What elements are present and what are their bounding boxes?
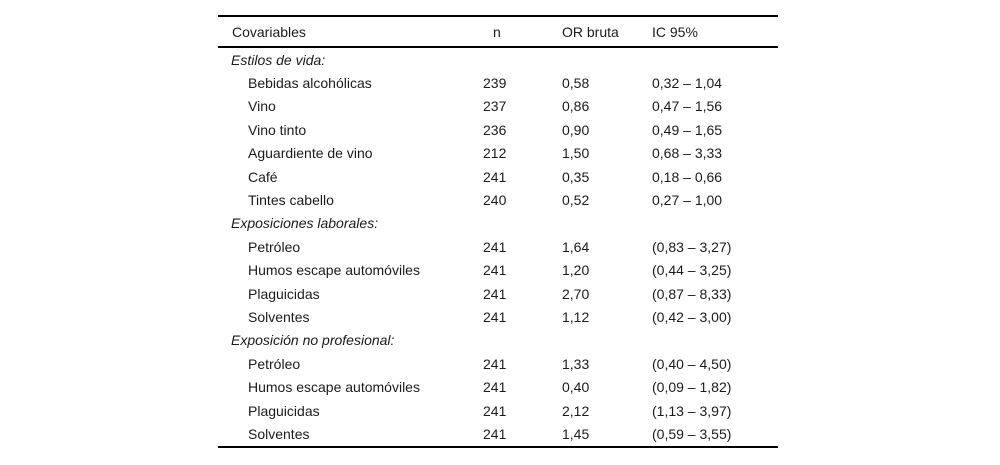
table-row: Plaguicidas 241 2,12 (1,13 – 3,97) — [218, 399, 778, 422]
table-row: Café 241 0,35 0,18 – 0,66 — [218, 165, 778, 188]
table-row: Solventes 241 1,45 (0,59 – 3,55) — [218, 422, 778, 445]
section-row: Estilos de vida: — [218, 48, 778, 71]
table-row: Aguardiente de vino 212 1,50 0,68 – 3,33 — [218, 142, 778, 165]
section-label: Exposiciones laborales: — [231, 215, 379, 232]
or-bruta-cell: 0,58 — [562, 75, 590, 92]
ic-95-cell: 0,18 – 0,66 — [652, 168, 723, 185]
ic-95-cell: (0,59 – 3,55) — [652, 425, 732, 442]
column-header-covariables: Covariables — [232, 23, 306, 40]
n-cell: 241 — [483, 355, 507, 372]
or-bruta-cell: 1,64 — [562, 238, 590, 255]
covariable-cell: Petróleo — [248, 355, 301, 372]
n-cell: 212 — [483, 145, 507, 162]
ic-95-cell: 0,68 – 3,33 — [652, 145, 723, 162]
n-cell: 236 — [483, 121, 507, 138]
ic-95-cell: (0,40 – 4,50) — [652, 355, 732, 372]
n-cell: 241 — [483, 262, 507, 279]
section-label: Exposición no profesional: — [231, 332, 395, 349]
covariable-cell: Solventes — [248, 425, 310, 442]
section-row: Exposiciones laborales: — [218, 212, 778, 235]
covariable-cell: Café — [248, 168, 278, 185]
table-row: Petróleo 241 1,33 (0,40 – 4,50) — [218, 352, 778, 375]
covariable-cell: Humos escape automóviles — [248, 262, 420, 279]
ic-95-cell: (1,13 – 3,97) — [652, 402, 732, 419]
ic-95-cell: (0,42 – 3,00) — [652, 308, 732, 325]
ic-95-cell: 0,27 – 1,00 — [652, 192, 723, 209]
column-header-or-bruta: OR bruta — [562, 23, 619, 40]
or-bruta-cell: 0,52 — [562, 192, 590, 209]
table-body: Estilos de vida: Bebidas alcohólicas 239 0,… — [218, 48, 778, 448]
or-bruta-cell: 2,12 — [562, 402, 590, 419]
ic-95-cell: 0,47 – 1,56 — [652, 98, 723, 115]
covariable-cell: Petróleo — [248, 238, 301, 255]
table-row: Vino 237 0,86 0,47 – 1,56 — [218, 95, 778, 118]
or-bruta-cell: 0,35 — [562, 168, 590, 185]
table-row: Humos escape automóviles 241 1,20 (0,44 – 3… — [218, 259, 778, 282]
or-bruta-cell: 1,12 — [562, 308, 590, 325]
column-header-n: n — [493, 23, 501, 40]
ic-95-cell: 0,49 – 1,65 — [652, 121, 723, 138]
n-cell: 241 — [483, 379, 507, 396]
table-row: Vino tinto 236 0,90 0,49 – 1,65 — [218, 118, 778, 141]
covariable-cell: Vino tinto — [248, 121, 307, 138]
column-header-ic-95: IC 95% — [652, 23, 698, 40]
table-header: Covariables n OR bruta IC 95% — [218, 15, 778, 48]
covariable-cell: Solventes — [248, 308, 310, 325]
or-bruta-cell: 1,50 — [562, 145, 590, 162]
section-row: Exposición no profesional: — [218, 329, 778, 352]
covariable-cell: Tintes cabello — [248, 192, 334, 209]
n-cell: 241 — [483, 238, 507, 255]
n-cell: 241 — [483, 308, 507, 325]
ic-95-cell: (0,83 – 3,27) — [652, 238, 732, 255]
ic-95-cell: (0,44 – 3,25) — [652, 262, 732, 279]
covariable-cell: Vino — [248, 98, 276, 115]
or-bruta-cell: 1,20 — [562, 262, 590, 279]
section-label: Estilos de vida: — [231, 51, 326, 68]
n-cell: 239 — [483, 75, 507, 92]
ic-95-cell: (0,09 – 1,82) — [652, 379, 732, 396]
or-bruta-cell: 0,90 — [562, 121, 590, 138]
or-bruta-cell: 1,45 — [562, 425, 590, 442]
n-cell: 241 — [483, 402, 507, 419]
table-row: Plaguicidas 241 2,70 (0,87 – 8,33) — [218, 282, 778, 305]
n-cell: 241 — [483, 425, 507, 442]
n-cell: 241 — [483, 168, 507, 185]
or-bruta-cell: 0,40 — [562, 379, 590, 396]
n-cell: 237 — [483, 98, 507, 115]
covariable-cell: Plaguicidas — [248, 402, 320, 419]
n-cell: 240 — [483, 192, 507, 209]
covariables-table: Covariables n OR bruta IC 95% Estilos de… — [218, 15, 778, 448]
covariable-cell: Plaguicidas — [248, 285, 320, 302]
ic-95-cell: 0,32 – 1,04 — [652, 75, 723, 92]
or-bruta-cell: 0,86 — [562, 98, 590, 115]
covariable-cell: Aguardiente de vino — [248, 145, 373, 162]
covariable-cell: Humos escape automóviles — [248, 379, 420, 396]
table-row: Bebidas alcohólicas 239 0,58 0,32 – 1,04 — [218, 71, 778, 94]
ic-95-cell: (0,87 – 8,33) — [652, 285, 732, 302]
or-bruta-cell: 2,70 — [562, 285, 590, 302]
or-bruta-cell: 1,33 — [562, 355, 590, 372]
n-cell: 241 — [483, 285, 507, 302]
table-row: Tintes cabello 240 0,52 0,27 – 1,00 — [218, 188, 778, 211]
table-row: Humos escape automóviles 241 0,40 (0,09 – 1… — [218, 375, 778, 398]
table-row: Petróleo 241 1,64 (0,83 – 3,27) — [218, 235, 778, 258]
covariable-cell: Bebidas alcohólicas — [248, 75, 372, 92]
table-row: Solventes 241 1,12 (0,42 – 3,00) — [218, 305, 778, 328]
